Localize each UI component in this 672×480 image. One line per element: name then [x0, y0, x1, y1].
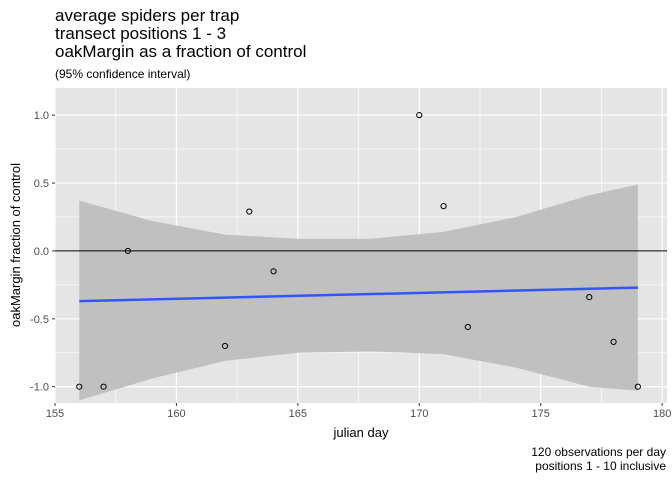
data-point: [221, 342, 229, 350]
chart-title-line-2: transect positions 1 - 3: [55, 24, 227, 43]
fit-line-group: [79, 286, 638, 303]
y-tick-label: -1.0: [30, 382, 49, 394]
y-axis-ticks: -1.0 -0.5 0.0 0.5 1.0: [30, 110, 55, 394]
data-point: [416, 112, 423, 119]
regression-fit-line: [79, 286, 638, 303]
data-point: [634, 383, 641, 390]
y-tick-label: 0.5: [34, 178, 49, 190]
confidence-band: [79, 184, 638, 401]
x-tick-label: 160: [167, 408, 185, 420]
x-tick-label: 170: [410, 408, 428, 420]
caption-line-2: positions 1 - 10 inclusive: [535, 459, 666, 473]
data-point: [440, 203, 447, 210]
x-tick-label: 180: [653, 408, 671, 420]
y-axis-title: oakMargin fraction of control: [8, 163, 23, 327]
points-group: [76, 112, 641, 390]
y-tick-label: 0.0: [34, 246, 49, 258]
data-point: [586, 293, 593, 301]
chart-title-line-1: average spiders per trap: [55, 6, 240, 25]
confidence-band-group: [79, 184, 638, 401]
data-point: [270, 268, 277, 275]
data-point: [124, 247, 131, 255]
data-point: [76, 383, 83, 390]
x-axis-title: julian day: [333, 425, 389, 440]
data-point: [246, 208, 253, 215]
chart-subtitle: (95% confidence interval): [55, 67, 191, 81]
y-tick-label: -0.5: [30, 314, 49, 326]
data-point: [100, 383, 107, 390]
data-point: [464, 323, 471, 331]
x-tick-label: 165: [289, 408, 307, 420]
y-tick-label: 1.0: [34, 110, 49, 122]
x-axis-ticks: 155 160 165 170 175 180: [46, 403, 671, 420]
x-tick-label: 175: [532, 408, 550, 420]
data-point: [610, 338, 617, 346]
chart-title-line-3: oakMargin as a fraction of control: [55, 42, 307, 61]
x-tick-label: 155: [46, 408, 64, 420]
caption-line-1: 120 observations per day: [531, 445, 666, 459]
